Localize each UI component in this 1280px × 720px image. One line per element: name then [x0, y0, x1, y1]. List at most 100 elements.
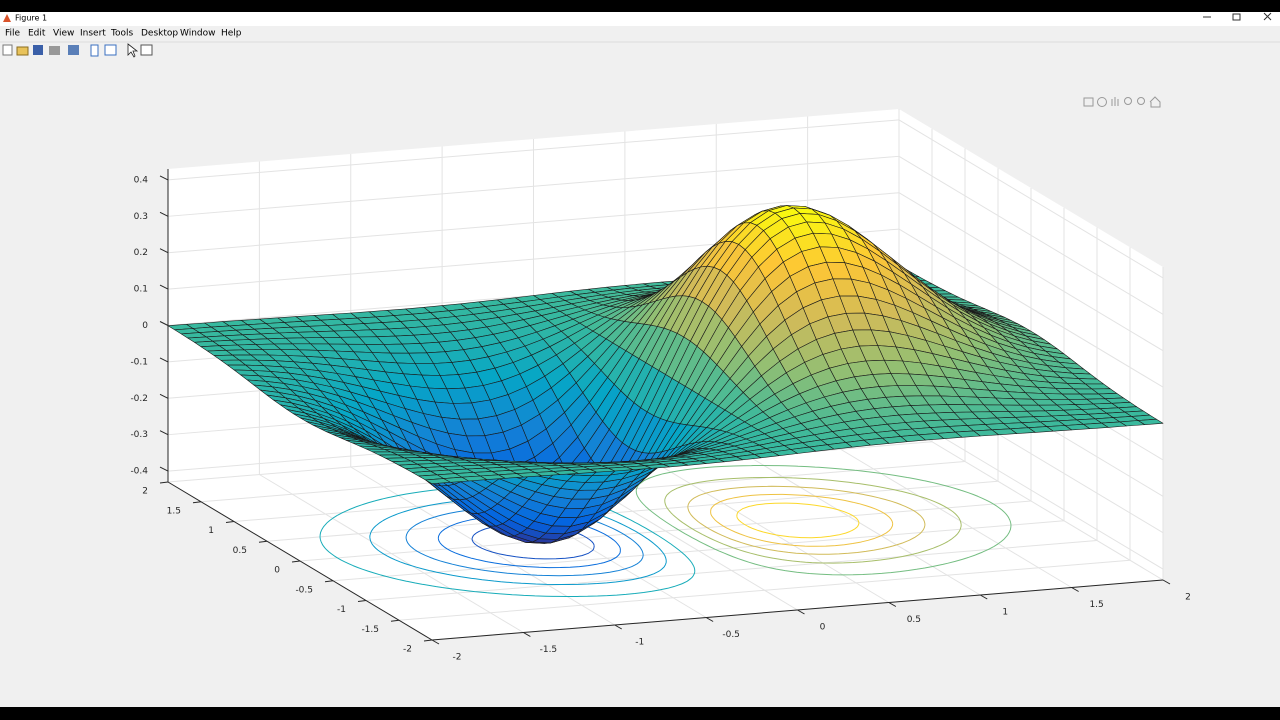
bottom-bar	[0, 707, 1280, 720]
x-tick	[1162, 579, 1171, 585]
y-tick	[192, 501, 202, 504]
menu-item[interactable]: Edit	[28, 29, 46, 39]
contour-line	[736, 502, 860, 539]
grid-line	[898, 228, 1164, 388]
restore-button[interactable]	[1232, 13, 1241, 21]
y-tick-label: 0.5	[233, 546, 247, 556]
y-tick	[225, 521, 235, 523]
z-tick-label: -0.4	[130, 467, 148, 477]
menu-item[interactable]: Help	[221, 29, 242, 39]
z-tick	[159, 466, 169, 472]
z-tick	[159, 175, 169, 181]
x-tick-label: 1.5	[1089, 600, 1103, 610]
x-tick-label: 0	[820, 623, 826, 633]
y-tick	[390, 619, 400, 622]
z-tick-label: 0.4	[134, 175, 149, 185]
x-tick	[797, 609, 805, 615]
y-tick	[423, 639, 433, 642]
axes-toolbar	[1083, 96, 1161, 108]
close-button[interactable]	[1263, 12, 1272, 21]
z-tick	[159, 248, 169, 254]
grid-line	[332, 520, 1065, 582]
z-tick	[159, 284, 169, 290]
x-tick	[614, 624, 622, 630]
z-tick-label: 0	[142, 321, 148, 331]
print-icon[interactable]	[49, 46, 60, 55]
grid-line	[898, 155, 1164, 315]
y-tick-label: 1	[208, 526, 214, 536]
axes: -2 -1.5 -1 -0.5 0 0.5 1 1.5 2 -2 -1.5 -1 -0.5 0 0.5 1 1.…	[130, 109, 1191, 663]
y-tick	[159, 481, 169, 484]
x-tick-label: -1	[635, 638, 644, 648]
home-button[interactable]	[1149, 96, 1161, 108]
y-tick	[258, 540, 268, 543]
pointer-icon[interactable]	[127, 43, 139, 58]
contour-line	[687, 485, 926, 555]
grid-line	[898, 192, 1164, 352]
x-tick-label: 2	[1185, 593, 1191, 603]
menu-bar: File Edit View Insert Tools Desktop Window Help	[5, 29, 242, 39]
z-tick	[159, 357, 169, 363]
link-icon[interactable]	[68, 45, 79, 55]
title-bar	[0, 12, 1280, 26]
menu-item[interactable]: View	[53, 29, 74, 39]
y-tick-label: 0	[274, 566, 280, 576]
x-tick-label: -0.5	[722, 630, 740, 640]
menu-item[interactable]: File	[5, 29, 21, 39]
grid-line	[299, 500, 1032, 562]
new-icon[interactable]	[2, 44, 13, 56]
y-tick-label: -1	[337, 605, 346, 615]
colorbar-icon[interactable]	[90, 44, 99, 57]
z-tick	[159, 393, 169, 399]
legend-icon[interactable]	[104, 44, 117, 56]
menu-item[interactable]: Desktop	[141, 29, 178, 39]
z-tick	[159, 430, 169, 436]
menu-item[interactable]: Tools	[110, 29, 133, 39]
grid-line	[266, 480, 999, 542]
x-tick	[705, 617, 714, 622]
y-tick-label: -1.5	[361, 625, 379, 635]
y-tick	[291, 560, 301, 563]
save-icon[interactable]	[33, 45, 43, 55]
contour-line	[635, 465, 1012, 576]
x-tick-label: 1	[1002, 608, 1008, 618]
menu-item[interactable]: Insert	[80, 29, 106, 39]
y-tick	[357, 600, 367, 602]
z-tick-label: -0.3	[130, 430, 148, 440]
z-tick-label: 0.2	[134, 248, 148, 258]
z-tick-label: 0.3	[134, 212, 148, 222]
open-icon[interactable]	[16, 46, 29, 56]
y-tick	[324, 580, 334, 583]
app-icon	[3, 14, 11, 22]
x-tick-label: -1.5	[540, 645, 558, 655]
grid-line	[167, 155, 900, 217]
zoom-out-button[interactable]	[1137, 97, 1145, 105]
grid-line	[167, 192, 900, 254]
x-tick-label: -2	[453, 653, 462, 663]
y-tick-label: -0.5	[295, 585, 313, 595]
zoom-in-button[interactable]	[1124, 97, 1132, 105]
z-tick-label: -0.2	[130, 394, 148, 404]
rotate-button[interactable]	[1097, 97, 1107, 107]
toolbar	[2, 43, 153, 58]
grid-line	[398, 559, 1131, 621]
z-tick	[159, 211, 169, 217]
menu-item[interactable]: Window	[180, 29, 216, 39]
x-tick	[1071, 587, 1079, 592]
pan-button[interactable]	[1111, 97, 1119, 106]
menu-toolbar-area	[0, 26, 1280, 60]
z-tick-label: 0.1	[134, 285, 148, 295]
x-tick-label: 0.5	[907, 615, 921, 625]
contour-line	[664, 477, 962, 564]
y-tick-label: 1.5	[167, 506, 181, 516]
property-icon[interactable]	[140, 44, 153, 56]
export-button[interactable]	[1083, 97, 1094, 107]
z-tick	[159, 321, 169, 326]
grid-line	[898, 119, 1164, 279]
top-bar	[0, 0, 1280, 12]
x-tick	[431, 639, 440, 645]
x-tick	[980, 594, 988, 600]
y-tick-label: -2	[403, 645, 412, 655]
x-tick	[523, 632, 531, 637]
